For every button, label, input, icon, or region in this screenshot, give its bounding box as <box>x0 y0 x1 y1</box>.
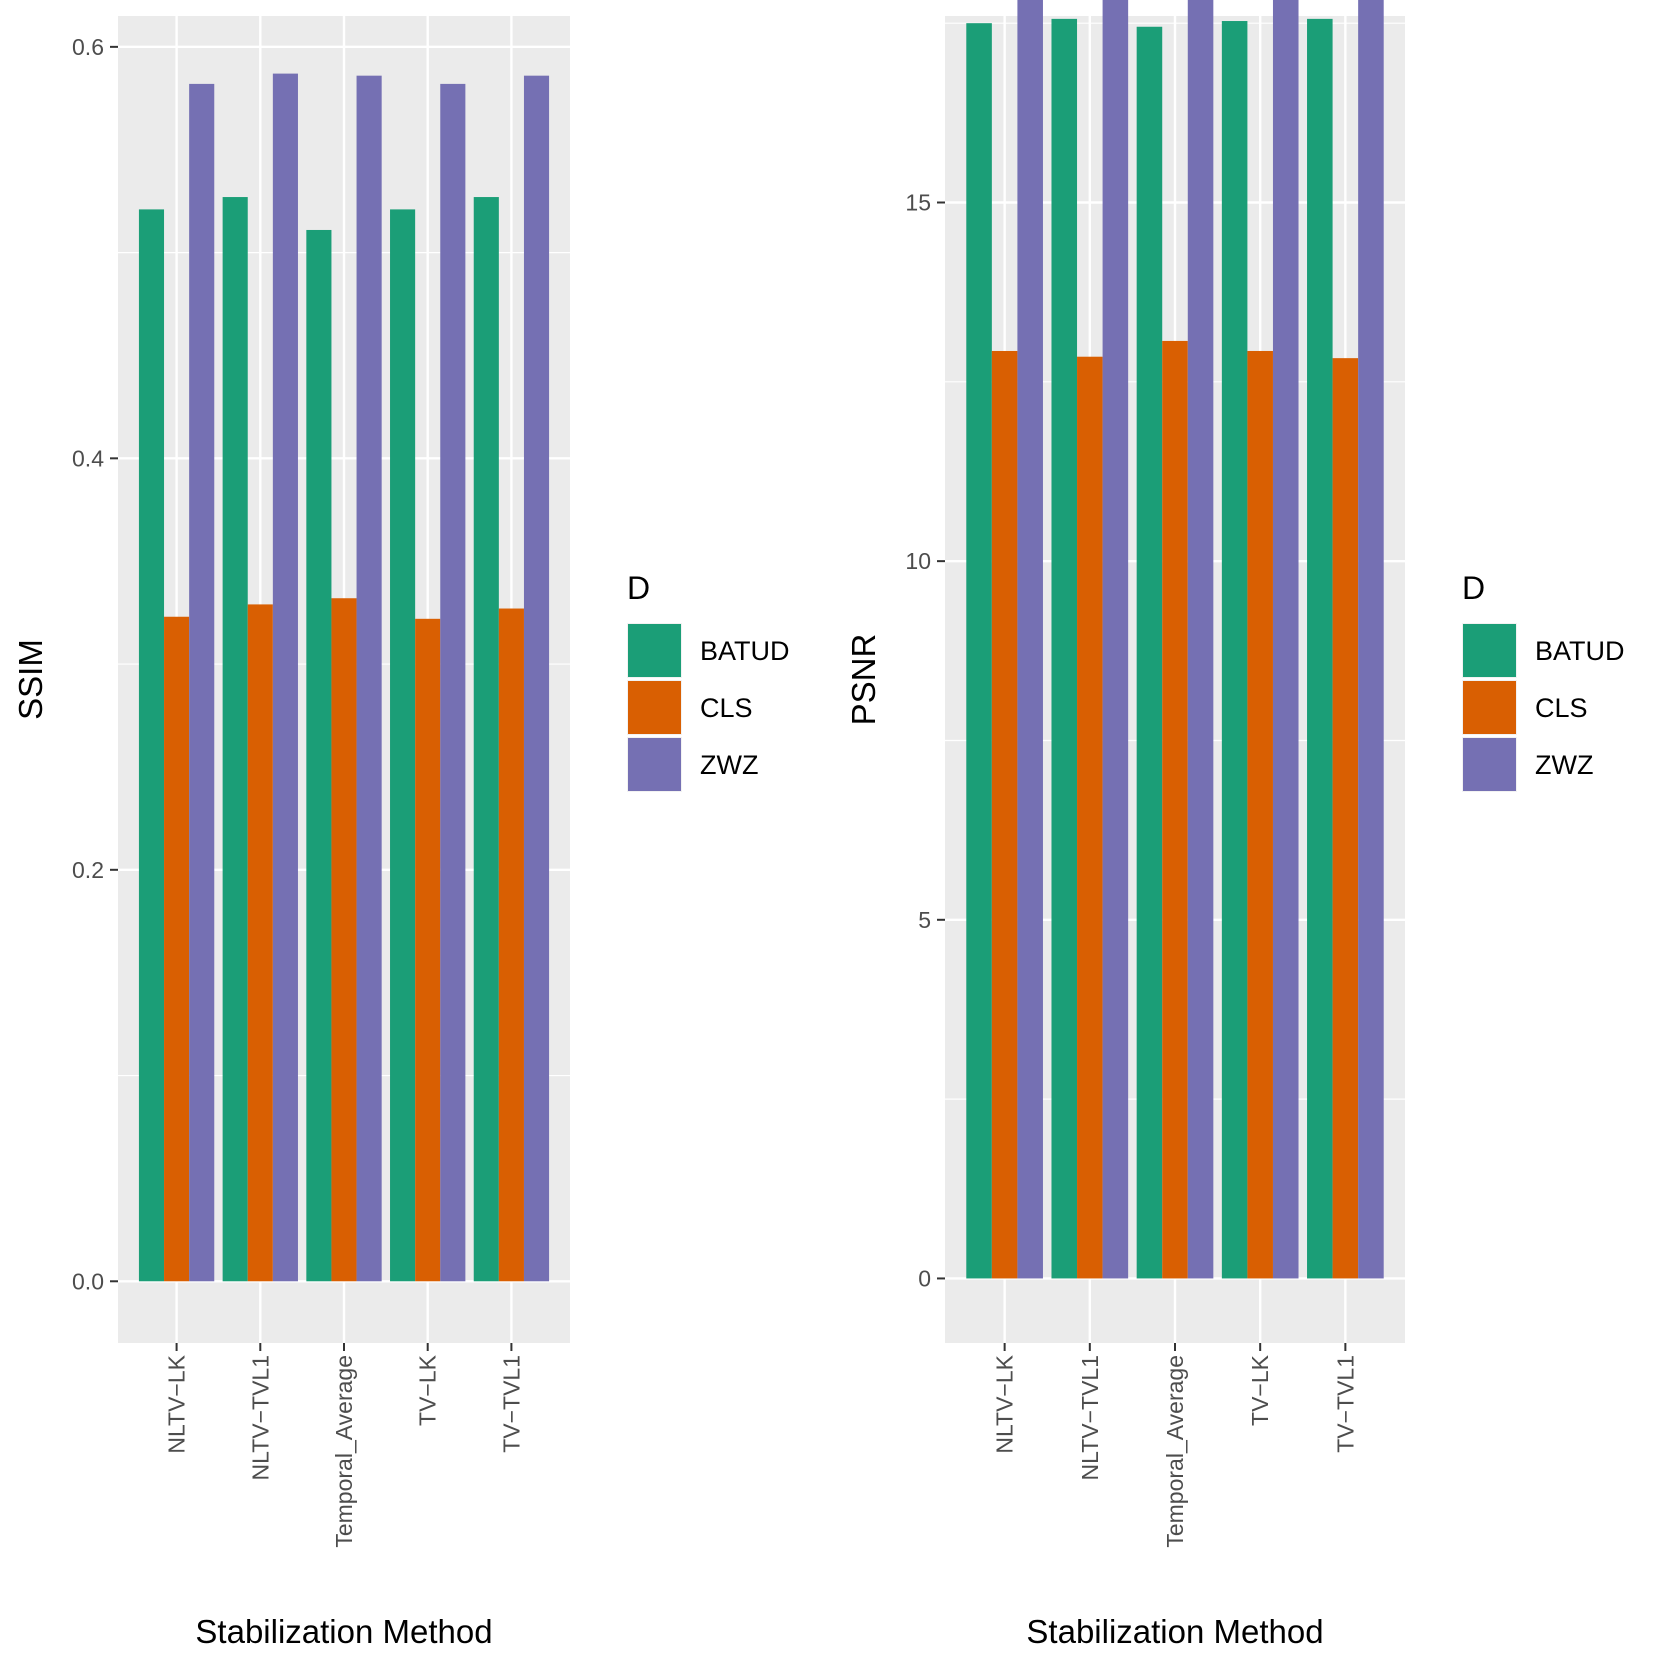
chart2-y-axis-title: PSNR <box>845 634 882 726</box>
chart1-bar-zwz-5 <box>523 75 550 1282</box>
chart1-y-tick-label: 0.4 <box>72 445 104 471</box>
chart1-legend-key-batud <box>628 624 681 677</box>
chart1-y-tick-label: 0.2 <box>72 857 104 883</box>
chart2-group: 0 5 10 15 NLTV−LK NLTV−TVL1 Temporal_Average TV… <box>845 0 1625 1650</box>
chart2-bar-cls-1 <box>991 350 1018 1279</box>
chart1-y-tick-label: 0.6 <box>72 34 104 60</box>
chart1-x-tick-label: TV−LK <box>415 1354 441 1426</box>
chart2-legend-key-zwz <box>1463 738 1516 791</box>
chart1-bar-zwz-2 <box>272 73 298 1282</box>
chart1-x-tick-label: NLTV−TVL1 <box>247 1355 273 1481</box>
chart1-legend-label-batud: BATUD <box>700 636 790 666</box>
chart2-bar-zwz-1 <box>1017 0 1043 1279</box>
chart1-legend-label-zwz: ZWZ <box>700 750 758 780</box>
chart2-y-tick-label: 10 <box>905 548 931 574</box>
chart1-legend-key-zwz <box>628 738 681 791</box>
chart1-legend-title: D <box>627 570 650 606</box>
chart1-bar-cls-5 <box>498 608 524 1282</box>
chart2-x-tick-label: TV−LK <box>1247 1354 1273 1426</box>
chart1-bar-batud-3 <box>306 229 332 1282</box>
chart2-bar-zwz-4 <box>1272 0 1299 1279</box>
chart2-legend-label-zwz: ZWZ <box>1535 750 1593 780</box>
chart1-bar-zwz-3 <box>356 75 382 1282</box>
chart1-bar-cls-2 <box>247 604 273 1282</box>
chart1-legend-key-cls <box>628 681 681 734</box>
chart2-x-tick-label: NLTV−LK <box>992 1354 1018 1453</box>
chart2-bar-batud-1 <box>966 23 992 1279</box>
chart1-bar-cls-1 <box>164 616 190 1282</box>
chart1-x-tick-label: TV−TVL1 <box>498 1355 524 1453</box>
chart2-y-tick-label: 5 <box>918 907 931 933</box>
chart2-bar-zwz-5 <box>1358 0 1384 1279</box>
chart1-bar-cls-4 <box>415 618 441 1282</box>
chart2-y-tick-label: 15 <box>905 189 931 215</box>
chart2-bar-cls-2 <box>1077 356 1103 1279</box>
chart2-bar-cls-5 <box>1332 358 1359 1279</box>
chart1-y-axis-title: SSIM <box>12 639 49 720</box>
chart1-legend-label-cls: CLS <box>700 693 753 723</box>
chart2-bar-cls-4 <box>1247 350 1273 1279</box>
chart2-bar-zwz-3 <box>1187 0 1214 1279</box>
chart2-legend-label-batud: BATUD <box>1535 636 1625 666</box>
chart2-bar-batud-3 <box>1136 26 1163 1279</box>
chart1-bar-batud-4 <box>390 209 416 1282</box>
chart1-bar-batud-2 <box>222 197 248 1282</box>
chart1-bar-zwz-4 <box>440 83 466 1282</box>
chart2-y-tick-label: 0 <box>918 1265 931 1291</box>
chart1-bar-cls-3 <box>331 598 357 1282</box>
chart2-bar-batud-5 <box>1307 18 1333 1279</box>
chart1-bar-batud-1 <box>138 209 165 1282</box>
chart2-bar-cls-3 <box>1162 340 1188 1279</box>
chart1-group: 0.0 0.2 0.4 0.6 NLTV−LK NLTV−TVL1 Temporal_Ave… <box>12 16 790 1650</box>
chart2-x-axis-title: Stabilization Method <box>1026 1613 1323 1650</box>
chart1-y-tick-label: 0.0 <box>72 1268 104 1294</box>
chart2-bar-batud-2 <box>1051 18 1078 1279</box>
chart1-x-tick-label: Temporal_Average <box>331 1355 357 1548</box>
chart2-legend-key-batud <box>1463 624 1516 677</box>
chart2-bar-batud-4 <box>1221 21 1248 1279</box>
chart2-x-tick-label: TV−TVL1 <box>1332 1355 1358 1453</box>
chart2-bar-zwz-2 <box>1102 0 1129 1279</box>
chart2-legend-label-cls: CLS <box>1535 693 1588 723</box>
chart1-x-tick-label: NLTV−LK <box>164 1354 190 1453</box>
chart1-x-axis-title: Stabilization Method <box>195 1613 492 1650</box>
chart2-legend-key-cls <box>1463 681 1516 734</box>
chart2-x-tick-label: Temporal_Average <box>1162 1355 1188 1548</box>
chart2-x-tick-label: NLTV−TVL1 <box>1077 1355 1103 1481</box>
chart1-bar-batud-5 <box>473 197 499 1282</box>
chart1-bar-zwz-1 <box>189 83 215 1282</box>
chart2-legend-title: D <box>1462 570 1485 606</box>
